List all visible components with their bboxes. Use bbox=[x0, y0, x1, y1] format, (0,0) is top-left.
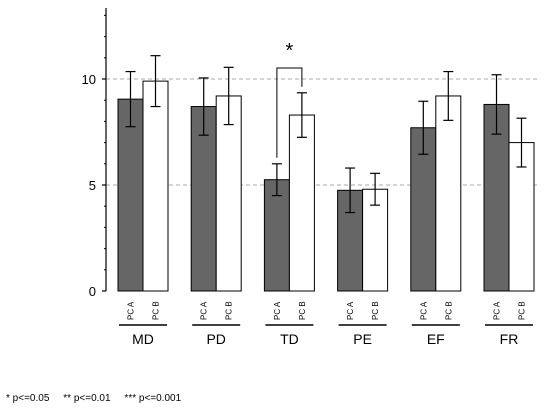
bar-PE-PC-B bbox=[362, 188, 389, 292]
bar-EF-PC-B bbox=[435, 95, 462, 292]
category-label-TD: TD bbox=[280, 331, 299, 347]
sub-category-label: PC A bbox=[127, 301, 136, 320]
significance-footnote: * p<=0.05 ** p<=0.01 *** p<=0.001 bbox=[6, 393, 182, 404]
bar-TD-PC-A bbox=[263, 179, 290, 292]
sub-category-label: PC B bbox=[152, 301, 161, 320]
category-label-MD: MD bbox=[132, 331, 154, 347]
sub-category-label: PC B bbox=[371, 301, 380, 320]
sub-category-label: PC B bbox=[225, 301, 234, 320]
significance-marker-TD: * bbox=[286, 40, 294, 62]
category-label-PE: PE bbox=[353, 331, 372, 347]
sub-category-label: PC B bbox=[298, 301, 307, 320]
y-tick-label-0: 0 bbox=[89, 284, 96, 299]
bar-PD-PC-B bbox=[215, 95, 242, 292]
bar-PD-PC-A bbox=[190, 106, 217, 292]
category-label-FR: FR bbox=[500, 331, 519, 347]
sub-category-label: PC B bbox=[518, 301, 527, 320]
sub-category-label: PC A bbox=[273, 301, 282, 320]
sub-category-label: PC A bbox=[493, 301, 502, 320]
bar-TD-PC-B bbox=[288, 114, 315, 292]
bar-EF-PC-A bbox=[410, 127, 437, 292]
sub-category-label: PC A bbox=[200, 301, 209, 320]
y-tick-label-5: 5 bbox=[89, 178, 96, 193]
bar-MD-PC-B bbox=[142, 80, 169, 292]
significance-bracket-TD bbox=[276, 67, 303, 158]
category-label-EF: EF bbox=[427, 331, 445, 347]
sub-category-label: PC A bbox=[419, 301, 428, 320]
sub-category-label: PC B bbox=[444, 301, 453, 320]
sub-category-label: PC A bbox=[346, 301, 355, 320]
y-tick-label-10: 10 bbox=[82, 72, 96, 87]
category-label-PD: PD bbox=[206, 331, 225, 347]
bar-MD-PC-A bbox=[117, 98, 144, 292]
